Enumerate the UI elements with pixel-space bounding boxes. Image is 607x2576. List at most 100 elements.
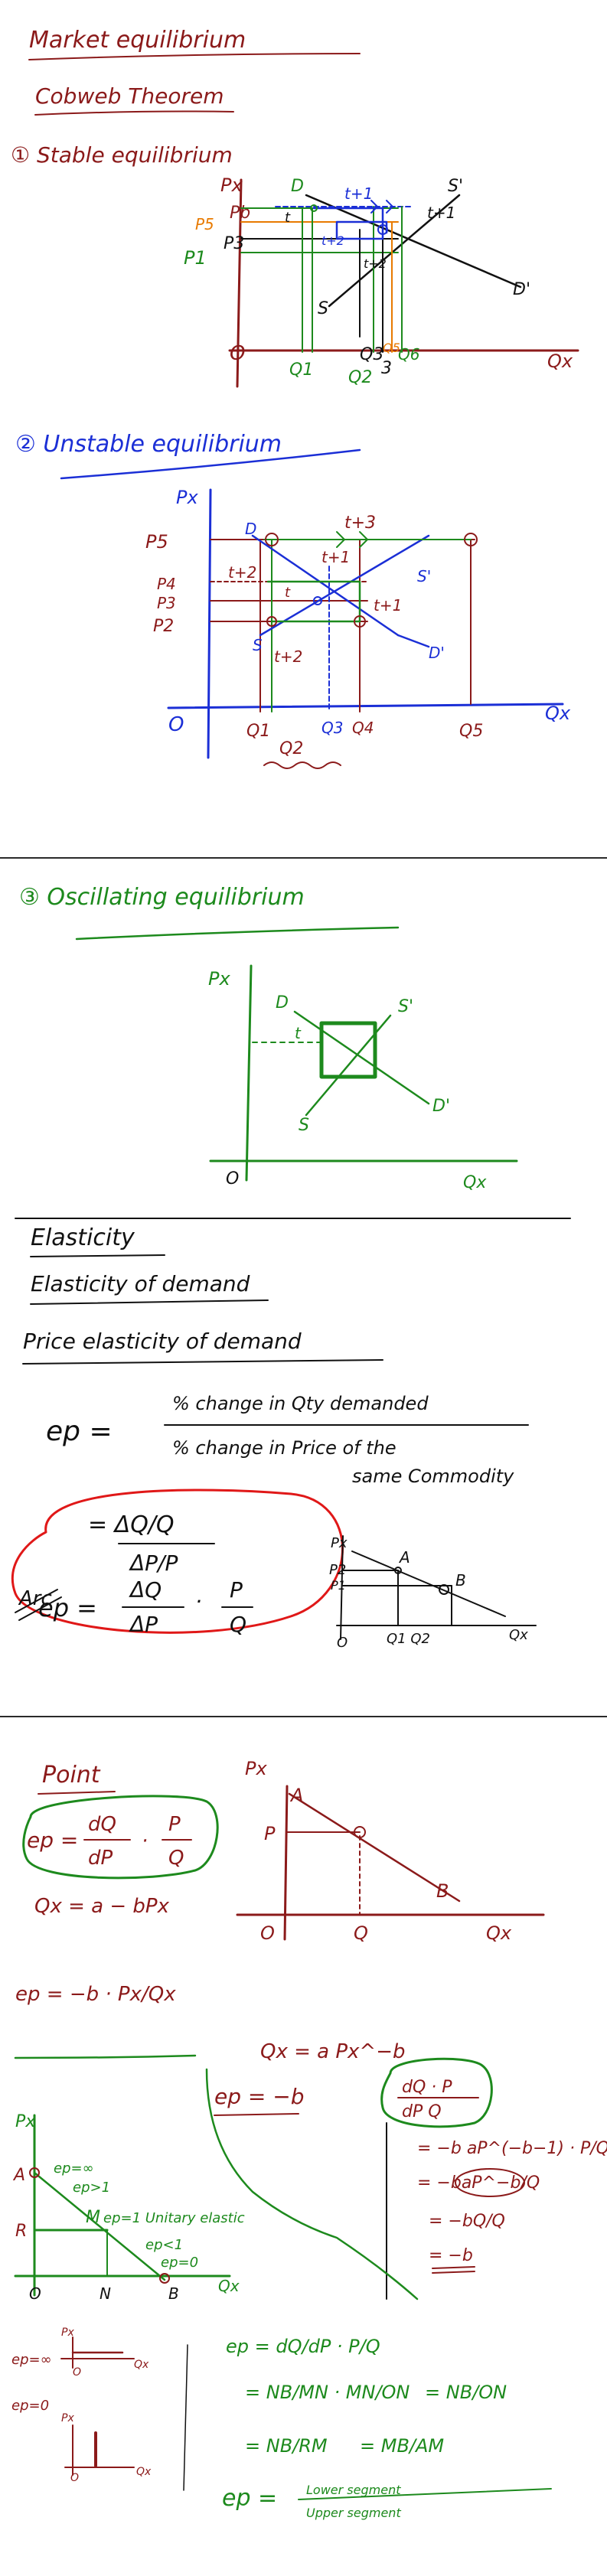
graph-q: Q: [354, 1922, 368, 1944]
unstable-p4: P4: [157, 575, 176, 593]
linear-r: R: [15, 2222, 27, 2241]
heading-price-elasticity: Price elasticity of demand: [23, 1329, 302, 1354]
small2-label: ep=0: [11, 2398, 49, 2414]
ep-symbol: ep =: [46, 1416, 113, 1447]
graph-p: P: [264, 1823, 276, 1844]
small1-origin: O: [73, 2366, 81, 2379]
unstable-q3: Q3: [321, 719, 343, 737]
mini-px: Px: [331, 1535, 348, 1551]
stable-supply-curve: [328, 194, 461, 308]
segment-ratio-derivation: ep = dQ/dP · P/Q = NB/MN · MN/ON = NB/ON…: [222, 2336, 552, 2520]
linear-n: N: [100, 2284, 111, 2303]
ep-minus-b: ep = −b: [214, 2084, 305, 2109]
stable-t2-mid: t+2: [364, 256, 387, 271]
ratio-line2b: = NB/ON: [425, 2382, 507, 2403]
deriv-line4: = −bQ/Q: [429, 2212, 505, 2231]
stable-q6: Q6: [398, 345, 419, 364]
small2-qx: Qx: [136, 2466, 152, 2478]
unstable-supply: [259, 534, 430, 637]
formula-numerator: % change in Qty demanded: [172, 1393, 429, 1414]
stable-s-label: S: [318, 299, 328, 318]
ep-minus-b-px: ep = −b · Px/Qx: [15, 1983, 176, 2006]
unstable-cobweb-graph: Px P5 P4 P3 P2 D S S' D' t+3 t+1: [145, 487, 571, 769]
unstable-y-axis: [207, 488, 212, 759]
stable-q5: Q5: [383, 341, 400, 355]
point-elasticity: ep = dQ dP · P Q: [22, 1795, 219, 1880]
unstable-p2: P2: [153, 617, 174, 636]
cobweb-underline: [34, 110, 234, 116]
ratio-line3a: = NB/RM: [245, 2435, 328, 2457]
linear-ep-inf: ep=∞: [54, 2160, 94, 2177]
linear-m: M: [86, 2208, 100, 2227]
linear-origin: O: [29, 2284, 41, 2303]
stable-p1-label: P1: [184, 247, 207, 269]
osc-s: S: [299, 1116, 309, 1135]
mini-qx: Qx: [509, 1627, 528, 1643]
unstable-t1-right: t+1: [374, 596, 402, 615]
deriv-line0: dQ · P: [402, 2078, 452, 2097]
small1-px: Px: [61, 2327, 74, 2339]
heading-stable: ① Stable equilibrium: [11, 142, 233, 168]
title-underline: [28, 53, 361, 60]
small2-px: Px: [61, 2412, 74, 2424]
unstable-d: D: [245, 520, 256, 538]
unstable-q5: Q5: [459, 722, 483, 741]
stable-px-label: Px: [220, 174, 243, 196]
page-separator-1: [0, 857, 607, 859]
point-graph: Px A P B O Q Qx: [236, 1758, 545, 1944]
deriv-line5: = −b: [429, 2246, 473, 2265]
arc-mini-graph: Px P2 P1 A B O Q1 Q2 Qx: [329, 1535, 537, 1651]
unstable-t1: t+1: [321, 548, 350, 566]
osc-t: t: [295, 1024, 302, 1042]
stable-three: 3: [381, 359, 392, 378]
linear-ep-zero: ep=0: [161, 2255, 198, 2271]
stable-t-left: t: [285, 210, 291, 226]
stable-s-prime-label: S': [448, 177, 463, 196]
formula-denominator2: same Commodity: [352, 1466, 514, 1487]
stable-p3-label: P3: [224, 234, 244, 253]
ratio-line2a: = NB/MN · MN/ON: [245, 2382, 410, 2403]
mini-origin: O: [337, 1635, 348, 1651]
graph-px: Px: [245, 1758, 267, 1779]
ratio-lower: Lower segment: [306, 2483, 401, 2497]
unstable-qx: Qx: [545, 703, 571, 724]
ratio-line1: ep = dQ/dP · P/Q: [226, 2336, 380, 2357]
unstable-p5: P5: [145, 531, 168, 553]
graph-origin: O: [260, 1922, 275, 1944]
formula-denominator1: % change in Price of the: [172, 1437, 397, 1459]
stable-origin: O: [230, 342, 245, 365]
oscillating-graph: Px D S' S D' t O Qx: [208, 964, 518, 1192]
unstable-q2: Q2: [279, 739, 303, 758]
arc-ep: ep =: [38, 1593, 97, 1622]
divider-curve: [205, 2068, 419, 2300]
page-1-canvas: Market equilibrium Cobweb Theorem ① Stab…: [11, 27, 579, 769]
arc-frac2-den: Q: [230, 1612, 246, 1637]
page-1: Market equilibrium Cobweb Theorem ① Stab…: [0, 0, 607, 857]
stable-pb-label: Pb: [230, 204, 250, 223]
page-2-canvas: ③ Oscillating equilibrium Px D S' S D' t…: [11, 884, 571, 1651]
linear-demand-graph: Px A R ep=∞ ep>1 M ep=1 Unitary elastic …: [12, 2112, 245, 2303]
svg-text:·: ·: [142, 1830, 148, 1853]
ratio-line4: ep =: [222, 2485, 277, 2512]
stable-t2: t+2: [321, 233, 344, 248]
unstable-s-prime: S': [417, 567, 431, 585]
unstable-t2: t+2: [228, 563, 256, 582]
stable-p5-label: P5: [195, 215, 214, 233]
stable-q1: Q1: [289, 360, 313, 380]
mini-a: A: [398, 1548, 410, 1567]
deriv-line1: dP Q: [402, 2102, 442, 2121]
graph-qx: Qx: [486, 1922, 512, 1944]
derivation: dQ · P dP Q = −b aP^(−b−1) · P/Q = −baP^…: [380, 2057, 607, 2300]
osc-d-prime: D': [432, 1097, 450, 1116]
linear-b: B: [168, 2284, 179, 2303]
ratio-upper: Upper segment: [306, 2506, 401, 2520]
arc-eq1: = ΔQ/Q: [88, 1511, 175, 1538]
stable-cobweb-graph: Px Pb P5 P3 P1 D S S' D' t+1 t+1 t t+: [184, 174, 579, 388]
point-pnum: P: [168, 1813, 181, 1836]
heading-oscillating: ③ Oscillating equilibrium: [19, 884, 305, 911]
stable-qx: Qx: [547, 351, 573, 372]
heading-elasticity-demand: Elasticity of demand: [31, 1271, 250, 1296]
title-cobweb: Cobweb Theorem: [35, 83, 224, 109]
mini-q1q2: Q1 Q2: [387, 1631, 430, 1647]
unstable-t2-low: t+2: [274, 647, 302, 666]
